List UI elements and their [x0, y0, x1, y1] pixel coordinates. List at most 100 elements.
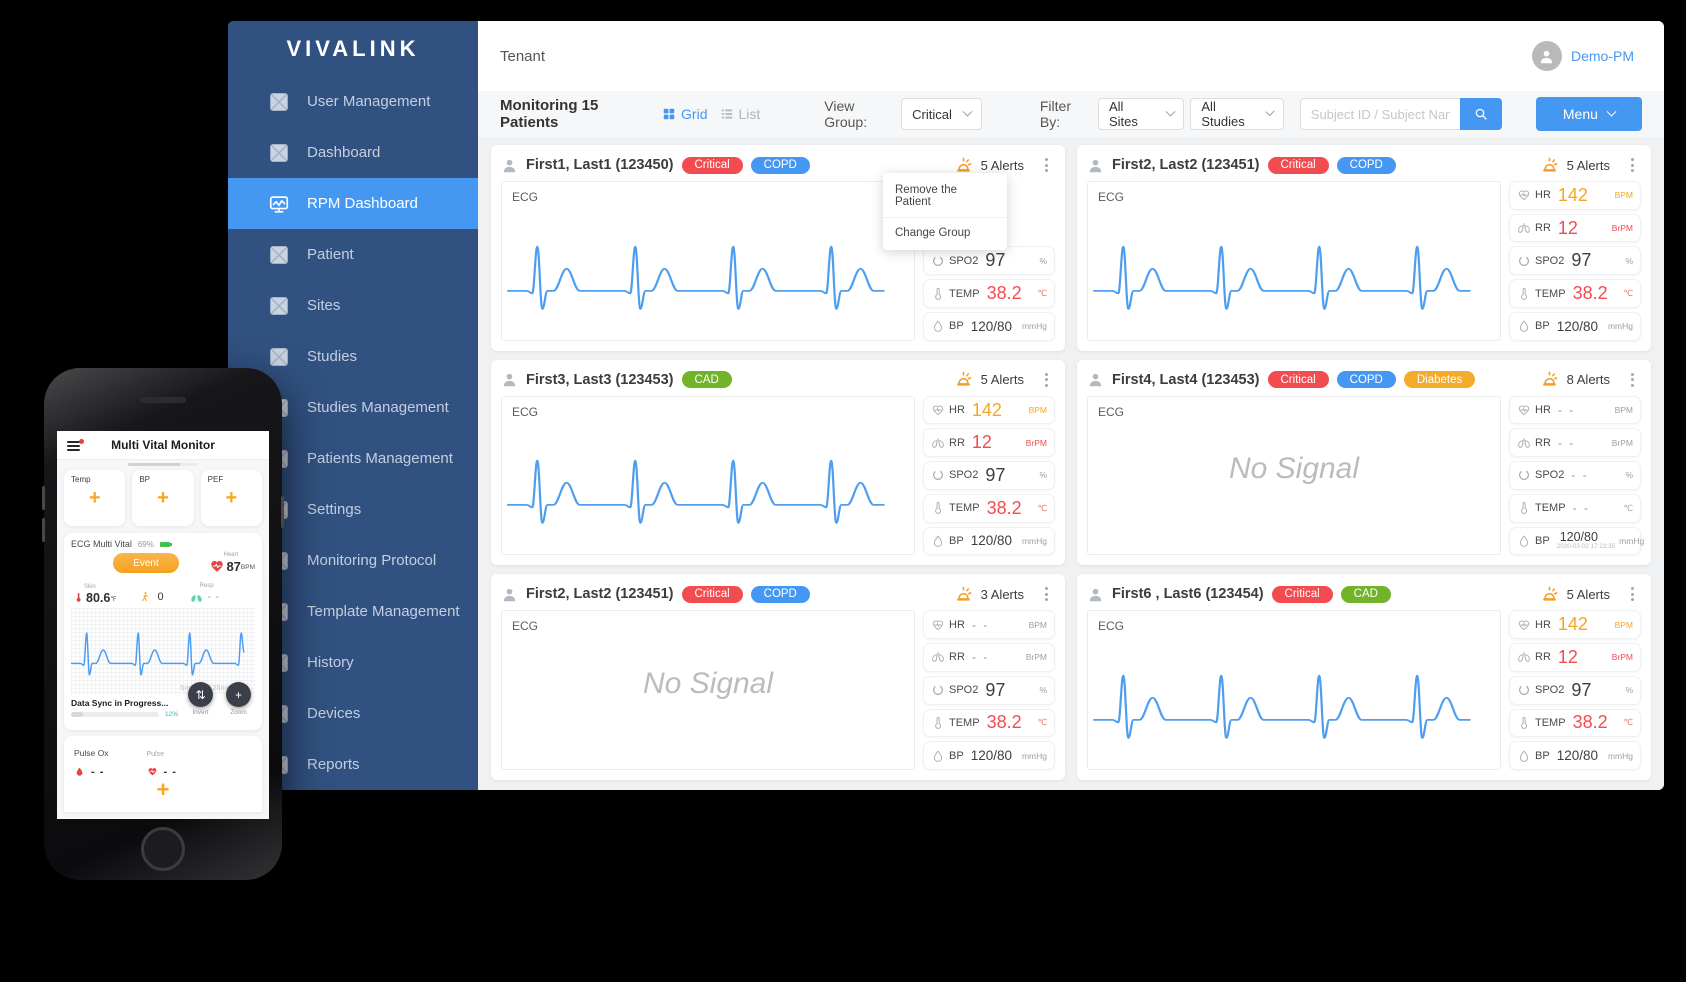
battery-percent: 69%	[137, 539, 154, 549]
sidebar-item-patients-management[interactable]: Patients Management	[228, 433, 478, 484]
heart-unit: BPM	[240, 563, 255, 571]
add-bp-button[interactable]: +	[157, 487, 169, 509]
vital-value: 38.2	[1572, 712, 1608, 733]
list-view-toggle[interactable]: List	[720, 106, 760, 122]
sidebar-item-label: Patient	[307, 246, 354, 263]
vital-value: 142	[971, 399, 1002, 420]
add-temp-button[interactable]: +	[88, 487, 101, 509]
alert-icon	[1542, 157, 1558, 172]
vital-bp: BP 120/80 mmHg	[1509, 741, 1641, 770]
view-group-value: Critical	[912, 106, 952, 122]
vital-unit: mmHg	[1619, 535, 1645, 546]
sidebar-item-studies-management[interactable]: Studies Management	[228, 382, 478, 433]
sidebar-item-dashboard[interactable]: Dashboard	[228, 127, 478, 178]
badge-copd: COPD	[1336, 371, 1396, 389]
vitals-panel: SPO2 97% TEMP 38.2 ℃ BP 120/80 mmHg	[923, 181, 1055, 341]
alerts-count[interactable]: 5 Alerts	[1566, 586, 1610, 602]
vital-unit: ℃	[1623, 288, 1633, 299]
sidebar-item-monitoring-protocol[interactable]: Monitoring Protocol	[228, 535, 478, 586]
ecg-card-title: ECG Multi Vital	[71, 539, 132, 549]
sidebar-item-patient[interactable]: Patient	[228, 229, 478, 280]
subject-search	[1299, 98, 1502, 130]
heart-pulse-icon	[211, 560, 224, 573]
alerts-count[interactable]: 5 Alerts	[980, 157, 1024, 173]
studies-filter-select[interactable]: All Studies	[1190, 98, 1284, 130]
sidebar-item-reports[interactable]: Reports	[228, 739, 478, 790]
sidebar-item-label: Settings	[307, 501, 362, 518]
search-button[interactable]	[1459, 98, 1502, 130]
vital-spo2: SPO2 97%	[923, 246, 1055, 276]
ecg-label: ECG	[512, 619, 539, 634]
ecg-chart: ECG	[501, 181, 915, 341]
ecg-waveform	[506, 245, 885, 310]
zoom-label: Zoom	[230, 709, 247, 716]
zoom-button[interactable]: + Zoom	[226, 682, 251, 716]
vital-unit: mmHg	[1021, 750, 1047, 761]
more-menu-button[interactable]	[1624, 370, 1641, 390]
phone-home-button	[141, 827, 185, 871]
ecg-label: ECG	[1098, 190, 1125, 204]
alerts-count[interactable]: 5 Alerts	[980, 372, 1024, 388]
resp-value: - -	[207, 591, 221, 603]
sidebar-item-user-management[interactable]: User Management	[228, 76, 478, 127]
sidebar-item-studies[interactable]: Studies	[228, 331, 478, 382]
vital-label: TEMP	[949, 716, 980, 729]
pef-card-label: PEF	[207, 475, 224, 484]
alerts-count[interactable]: 5 Alerts	[1566, 157, 1610, 173]
vital-hr: HR 142 BPM	[923, 395, 1055, 425]
vital-unit: BPM	[1028, 405, 1047, 416]
vital-label: SPO2	[1535, 469, 1565, 482]
more-menu-button[interactable]	[1624, 155, 1641, 175]
heart-icon	[1518, 190, 1530, 201]
heart-icon	[932, 405, 944, 416]
more-menu-button[interactable]	[1624, 584, 1641, 604]
view-group-select[interactable]: Critical	[901, 98, 982, 130]
add-pef-button[interactable]: +	[225, 487, 238, 509]
power-button	[281, 496, 284, 528]
sidebar-item-rpm-dashboard[interactable]: RPM Dashboard	[228, 178, 478, 229]
user-name[interactable]: Demo-PM	[1570, 48, 1634, 64]
patient-card-header: First2, Last2 (123451) Critical COPD 5 A…	[1087, 149, 1641, 181]
vital-rr: RR - - BrPM	[923, 643, 1055, 672]
more-menu-button[interactable]	[1038, 155, 1055, 175]
vital-value: 38.2	[986, 283, 1022, 304]
vital-label: RR	[1535, 436, 1551, 449]
vivalink-logo: VIVALINK	[286, 35, 420, 61]
grid-view-toggle[interactable]: Grid	[662, 106, 708, 122]
vital-unit: ℃	[1037, 288, 1047, 299]
user-avatar[interactable]	[1531, 41, 1562, 71]
sidebar-item-template-management[interactable]: Template Management	[228, 586, 478, 637]
add-pulse-ox-button[interactable]: +	[156, 776, 170, 802]
main-area: Tenant Demo-PM Monitoring 15 Patients Gr…	[478, 21, 1664, 790]
phone-ecg-waveform	[71, 632, 245, 676]
menu-item-change-group[interactable]: Change Group	[883, 217, 1007, 248]
alerts-count[interactable]: 3 Alerts	[980, 586, 1024, 602]
subject-search-input[interactable]	[1299, 98, 1460, 130]
hamburger-menu-icon[interactable]	[67, 439, 84, 454]
menu-button[interactable]: Menu	[1535, 97, 1642, 131]
alerts-count[interactable]: 8 Alerts	[1566, 372, 1610, 388]
more-menu-button[interactable]	[1038, 584, 1055, 604]
heart-icon	[1518, 405, 1530, 416]
sidebar-item-settings[interactable]: Settings	[228, 484, 478, 535]
quick-vitals-row: Temp + BP + PEF +	[57, 469, 269, 526]
badge-critical: Critical	[1267, 371, 1329, 389]
sidebar-item-history[interactable]: History	[228, 637, 478, 688]
invert-button[interactable]: ⇅ Invert	[188, 682, 213, 716]
vital-label: BP	[949, 749, 964, 762]
vital-value: - -	[1557, 435, 1576, 450]
spo2-ring-icon	[1517, 683, 1531, 697]
sidebar-item-label: RPM Dashboard	[307, 195, 418, 212]
sites-filter-select[interactable]: All Sites	[1097, 98, 1185, 130]
badge-copd: COPD	[750, 156, 810, 174]
heart-icon	[147, 767, 157, 776]
studies-filter-value: All Studies	[1201, 99, 1245, 129]
sidebar-item-devices[interactable]: Devices	[228, 688, 478, 739]
vital-unit: mmHg	[1021, 321, 1047, 332]
spo2-ring-icon	[1517, 468, 1531, 483]
menu-item-remove-patient[interactable]: Remove the Patient	[895, 184, 958, 208]
more-menu-button[interactable]	[1038, 370, 1055, 390]
event-button[interactable]: Event	[113, 553, 179, 573]
thermometer-icon	[1521, 716, 1528, 729]
sidebar-item-sites[interactable]: Sites	[228, 280, 478, 331]
